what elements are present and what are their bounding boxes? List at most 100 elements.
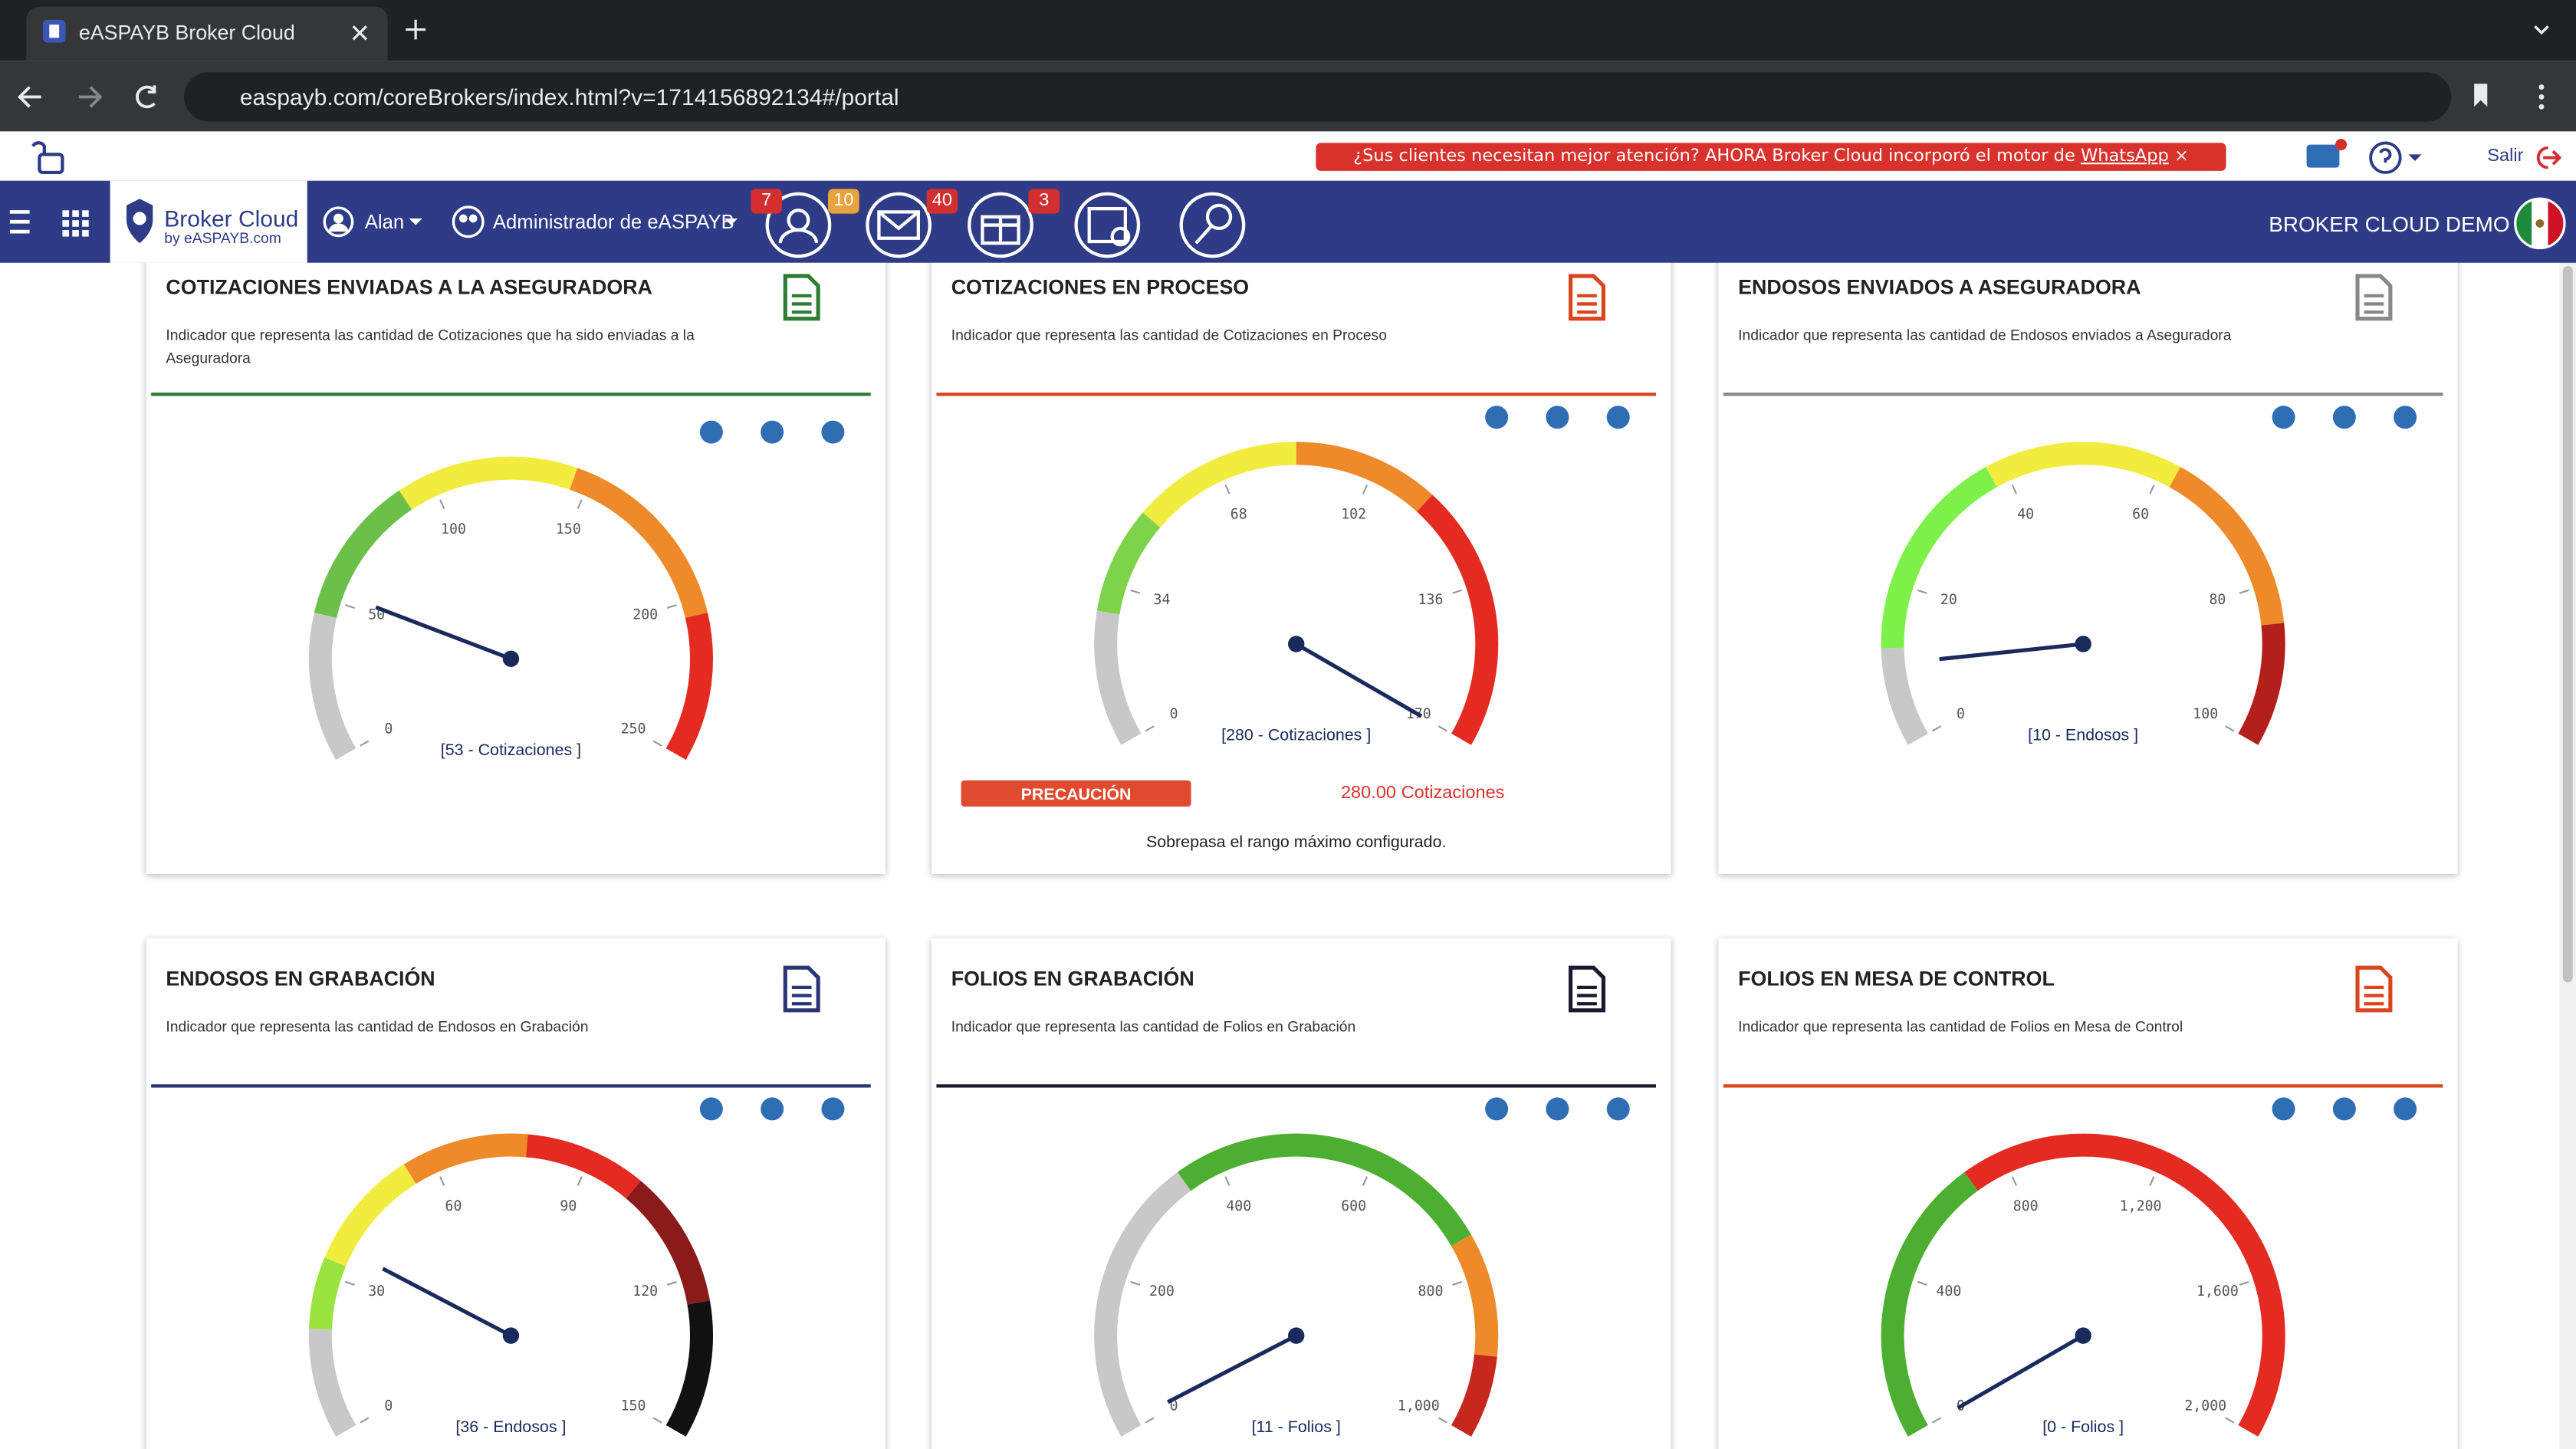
card-action[interactable] xyxy=(1546,1097,1569,1121)
logo-title: Broker Cloud xyxy=(164,205,299,232)
gauge-tick-label: 200 xyxy=(1149,1283,1175,1300)
card-description: Indicador que representa las cantidad de… xyxy=(951,1018,1356,1035)
card-action[interactable] xyxy=(1485,406,1509,429)
gauge-tick xyxy=(2239,589,2249,594)
gauge: 03468102136170[280 - Cotizaciones ]PRECA… xyxy=(961,274,1630,851)
browser-tab[interactable]: eASPAYB Broker Cloud xyxy=(26,6,388,61)
scroll-thumb[interactable] xyxy=(2562,266,2573,983)
logout-icon[interactable] xyxy=(2532,143,2561,172)
card-action[interactable] xyxy=(699,1097,723,1121)
user-name[interactable]: Alan xyxy=(364,210,405,234)
tab-menu[interactable] xyxy=(2530,18,2553,41)
icon-shape xyxy=(783,965,820,1013)
gauge-tick xyxy=(652,1417,662,1424)
gauge-label: [36 - Endosos ] xyxy=(455,1418,566,1436)
gauge-tick xyxy=(1917,1280,1927,1286)
gauge-tick xyxy=(1130,589,1141,594)
card-action[interactable] xyxy=(1606,1097,1630,1121)
banner-close[interactable]: × xyxy=(2174,146,2189,166)
card-divider xyxy=(1723,393,2443,396)
card-action[interactable] xyxy=(2332,1097,2356,1121)
gauge-tick-label: 20 xyxy=(1940,592,1957,608)
gauge-band xyxy=(2238,623,2285,745)
gauge-tick xyxy=(577,1176,583,1186)
scrollbar[interactable] xyxy=(2559,262,2576,1449)
gauge-tick-label: 200 xyxy=(632,606,658,623)
gauge-tick xyxy=(2011,1176,2017,1186)
logo[interactable]: Broker Cloud by eASPAYB.com xyxy=(110,180,307,263)
gauge-tick xyxy=(1438,725,1447,732)
gauge-label: [53 - Cotizaciones ] xyxy=(441,741,581,759)
gauge-tick xyxy=(345,1280,355,1286)
card-action[interactable] xyxy=(1485,1097,1509,1121)
gauge-tick xyxy=(2149,1176,2155,1186)
gauge-band xyxy=(308,1328,356,1437)
address-bar[interactable]: easpayb.com/coreBrokers/index.html?v=171… xyxy=(184,72,2452,122)
gauge-band xyxy=(570,468,708,619)
icon-shape xyxy=(1568,274,1605,321)
gauge-tick-label: 60 xyxy=(445,1198,462,1214)
gauge-tick-label: 0 xyxy=(1170,1398,1178,1414)
gauge-tick-label: 68 xyxy=(1230,507,1247,523)
card-action[interactable] xyxy=(761,420,784,444)
gauge-tick-label: 0 xyxy=(1170,706,1178,722)
card-title: ENDOSOS ENVIADOS A ASEGURADORA xyxy=(1738,276,2141,299)
gauge-tick xyxy=(1130,1280,1141,1286)
status-message: Sobrepasa el rango máximo configurado. xyxy=(1146,833,1447,851)
indicator-card: ENDOSOS ENVIADOS A ASEGURADORA Indicador … xyxy=(1718,262,2458,874)
gauge-tick xyxy=(360,1417,370,1424)
banner-link[interactable]: WhatsApp xyxy=(2080,146,2169,166)
card-action[interactable] xyxy=(1546,406,1569,429)
card-action[interactable] xyxy=(699,420,723,444)
menu-icons[interactable] xyxy=(7,207,106,240)
icon-lines xyxy=(1577,985,1597,1006)
card-icon xyxy=(2355,965,2393,1013)
gauge-tick-label: 600 xyxy=(1341,1198,1366,1214)
new-tab[interactable] xyxy=(404,18,427,41)
user-role[interactable]: Administrador de eASPAYB xyxy=(492,210,734,234)
card-action[interactable] xyxy=(2272,1097,2295,1121)
gauge-label: [10 - Endosos ] xyxy=(2028,726,2138,744)
card-title: COTIZACIONES EN PROCESO xyxy=(951,276,1250,299)
icon-lines xyxy=(2364,985,2384,1006)
banner-text: ¿Sus clientes necesitan mejor atención? … xyxy=(1353,146,2081,166)
card-action[interactable] xyxy=(2332,406,2356,429)
gauge-band xyxy=(626,1181,710,1305)
nav-buttons[interactable] xyxy=(16,80,164,113)
gauge-tick xyxy=(666,1280,677,1286)
gauge-tick-label: 1,200 xyxy=(2120,1198,2162,1214)
card-description: Indicador que representa las cantidad de… xyxy=(166,327,695,366)
needle-hub xyxy=(502,1327,520,1344)
gauge-tick-label: 150 xyxy=(556,521,581,537)
tab-close[interactable] xyxy=(350,23,370,43)
role-icon xyxy=(452,205,485,238)
gauge-band xyxy=(1986,442,2181,488)
logout[interactable]: Salir xyxy=(2487,146,2524,166)
gauge-band xyxy=(1417,495,1499,745)
gauge-tick-label: 800 xyxy=(1418,1283,1444,1300)
status-badge: PRECAUCIÓN xyxy=(1021,784,1132,803)
card-action[interactable] xyxy=(2394,406,2417,429)
indicator-card: FOLIOS EN MESA DE CONTROL Indicador que r… xyxy=(1718,938,2458,1449)
card-description: Indicador que representa las cantidad de… xyxy=(166,1018,589,1035)
gauge-band xyxy=(309,1257,347,1330)
browser-icons[interactable] xyxy=(2468,79,2567,115)
card-action[interactable] xyxy=(761,1097,784,1121)
card-action[interactable] xyxy=(2272,406,2295,429)
gauge-tick xyxy=(2225,1417,2235,1424)
card-icon xyxy=(1568,965,1605,1013)
card-icon xyxy=(2355,274,2393,321)
flag[interactable] xyxy=(2514,197,2567,250)
card-action[interactable] xyxy=(2394,1097,2417,1121)
card-action[interactable] xyxy=(821,420,845,444)
help-icons[interactable] xyxy=(2303,138,2426,177)
card-action[interactable] xyxy=(821,1097,845,1121)
lock-icon[interactable] xyxy=(30,138,66,175)
promo-banner[interactable]: ¿Sus clientes necesitan mejor atención? … xyxy=(1316,143,2226,171)
gauge-tick xyxy=(345,604,355,610)
gauge-needle xyxy=(1957,1333,2085,1410)
card-action[interactable] xyxy=(1606,406,1630,429)
nav-actions[interactable] xyxy=(756,181,1265,263)
gauge-band xyxy=(1881,1171,1978,1437)
